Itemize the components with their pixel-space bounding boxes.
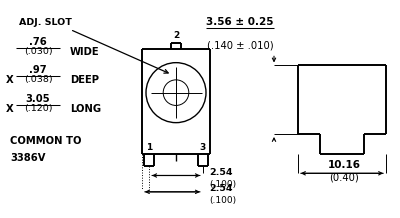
- Text: DEEP: DEEP: [70, 75, 99, 85]
- Text: X: X: [6, 104, 14, 114]
- Text: 3.56 ± 0.25: 3.56 ± 0.25: [206, 17, 274, 27]
- Text: (.120): (.120): [24, 104, 52, 112]
- Text: 2: 2: [173, 31, 179, 40]
- Text: (.100): (.100): [209, 180, 236, 189]
- Text: 10.16: 10.16: [328, 160, 360, 170]
- Text: (.030): (.030): [24, 47, 52, 56]
- Text: ADJ. SLOT: ADJ. SLOT: [19, 18, 72, 27]
- Text: (.140 ± .010): (.140 ± .010): [207, 40, 273, 50]
- Text: 2.54: 2.54: [209, 184, 232, 193]
- Text: COMMON TO: COMMON TO: [10, 136, 82, 146]
- Text: 3.05: 3.05: [26, 94, 50, 104]
- Text: WIDE: WIDE: [70, 47, 100, 57]
- Text: LONG: LONG: [70, 104, 101, 114]
- Text: .97: .97: [29, 65, 47, 75]
- Text: X: X: [6, 75, 14, 85]
- Text: 1: 1: [146, 143, 152, 152]
- Text: 3386V: 3386V: [10, 153, 46, 163]
- Text: (.038): (.038): [24, 75, 52, 84]
- Text: (.100): (.100): [209, 196, 236, 205]
- Text: 2.54: 2.54: [209, 168, 232, 177]
- Text: (0.40): (0.40): [329, 173, 359, 183]
- Text: 3: 3: [200, 143, 206, 152]
- Text: .76: .76: [29, 37, 47, 47]
